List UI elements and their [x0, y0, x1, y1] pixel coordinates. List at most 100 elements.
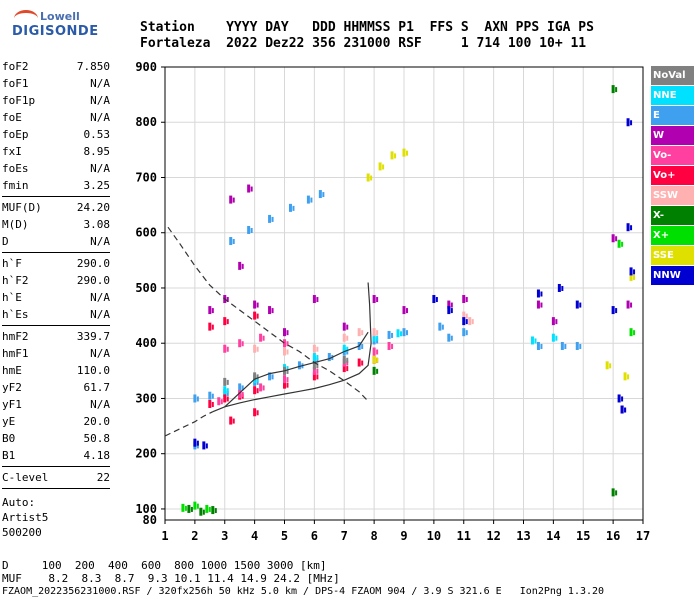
echo-point	[256, 388, 259, 394]
echo-point	[609, 363, 612, 369]
param-key: foF1	[2, 77, 29, 90]
echo-point	[208, 399, 212, 408]
echo-point	[232, 197, 235, 203]
echo-point	[346, 357, 349, 363]
echo-point	[626, 300, 630, 309]
echo-point	[253, 386, 257, 395]
echo-point	[624, 407, 627, 413]
echo-point	[196, 503, 199, 509]
echo-point	[406, 150, 408, 156]
echo-point	[390, 151, 394, 160]
param-value: 50.8	[83, 432, 111, 445]
x-tick-label: 11	[457, 529, 471, 543]
param-value: 0.53	[83, 128, 111, 141]
echo-point	[312, 295, 316, 304]
echo-point	[450, 335, 453, 341]
echo-point	[376, 297, 379, 303]
param-row: foF1 N/A	[2, 75, 110, 92]
echo-point	[223, 394, 227, 403]
echo-point	[575, 300, 579, 309]
echo-point	[438, 322, 442, 331]
echo-point	[346, 360, 349, 366]
echo-point	[220, 399, 223, 405]
autoscaling-info: Auto: Artist5 500200	[2, 495, 110, 540]
echo-point	[536, 341, 540, 350]
echo-point	[262, 385, 265, 391]
echo-point	[250, 227, 253, 233]
echo-point	[402, 148, 406, 157]
param-separator	[2, 466, 110, 467]
param-key: foF1p	[2, 94, 36, 107]
echo-point	[611, 306, 615, 315]
echo-point	[579, 302, 582, 308]
echo-point	[226, 379, 229, 385]
echo-point	[402, 306, 406, 315]
param-value: 290.0	[76, 257, 110, 270]
param-value: 20.0	[83, 415, 111, 428]
echo-point	[435, 297, 438, 303]
param-key: B1	[2, 449, 16, 462]
param-key: MUF(D)	[2, 201, 42, 214]
echo-point	[561, 285, 564, 291]
echo-point	[256, 379, 259, 385]
echo-point	[202, 441, 206, 450]
legend-item-x: X+	[651, 226, 694, 245]
echo-point	[316, 355, 319, 361]
x-tick-label: 13	[516, 529, 530, 543]
param-value: 8.95	[83, 145, 111, 158]
echo-point	[253, 344, 257, 353]
echo-point	[406, 308, 408, 314]
echo-point	[376, 357, 379, 363]
param-key: foE	[2, 111, 22, 124]
echo-point	[534, 338, 537, 344]
echo-point	[306, 195, 310, 204]
x-tick-label: 3	[221, 529, 228, 543]
echo-point	[400, 331, 403, 337]
echo-point	[196, 440, 199, 446]
echo-point	[181, 503, 185, 512]
echo-point	[361, 360, 364, 366]
echo-point	[366, 173, 370, 182]
y-tick-label: 300	[135, 391, 157, 405]
echo-point	[223, 386, 227, 395]
param-key: C-level	[2, 471, 49, 484]
echo-point	[253, 311, 257, 320]
param-separator	[2, 252, 110, 253]
echo-point	[462, 311, 466, 320]
echo-point	[208, 506, 211, 512]
echo-point	[346, 349, 349, 355]
echo-point	[378, 162, 382, 171]
echo-point	[223, 377, 227, 386]
x-tick-label: 12	[486, 529, 500, 543]
param-value: N/A	[90, 162, 110, 175]
echo-point	[611, 85, 615, 94]
param-key: h`F	[2, 257, 22, 270]
echo-point	[471, 319, 474, 325]
echo-point	[283, 347, 286, 356]
echo-point	[187, 504, 191, 513]
param-row: h`Es N/A	[2, 306, 110, 323]
y-axis-min-label: 80	[143, 513, 157, 527]
param-separator	[2, 196, 110, 197]
echo-point	[226, 388, 229, 394]
x-tick-label: 15	[576, 529, 590, 543]
echo-point	[288, 203, 292, 212]
param-key: yF1	[2, 398, 22, 411]
param-row: yF1 N/A	[2, 396, 110, 413]
echo-point	[286, 349, 289, 355]
echo-point	[462, 317, 466, 326]
echo-point	[316, 368, 319, 374]
echo-point	[318, 190, 322, 199]
footer-muf-row: MUF 8.2 8.3 8.7 9.3 10.1 11.4 14.9 24.2 …	[2, 572, 340, 585]
param-row: yF2 61.7	[2, 379, 110, 396]
param-row: C-level 22	[2, 469, 110, 486]
param-row: B1 4.18	[2, 447, 110, 464]
param-value: N/A	[90, 347, 110, 360]
y-tick-label: 700	[135, 170, 157, 184]
echo-point	[376, 338, 379, 344]
echo-point	[241, 341, 244, 347]
param-separator	[2, 325, 110, 326]
param-key: yF2	[2, 381, 22, 394]
param-key: h`E	[2, 291, 22, 304]
echo-point	[342, 322, 346, 331]
